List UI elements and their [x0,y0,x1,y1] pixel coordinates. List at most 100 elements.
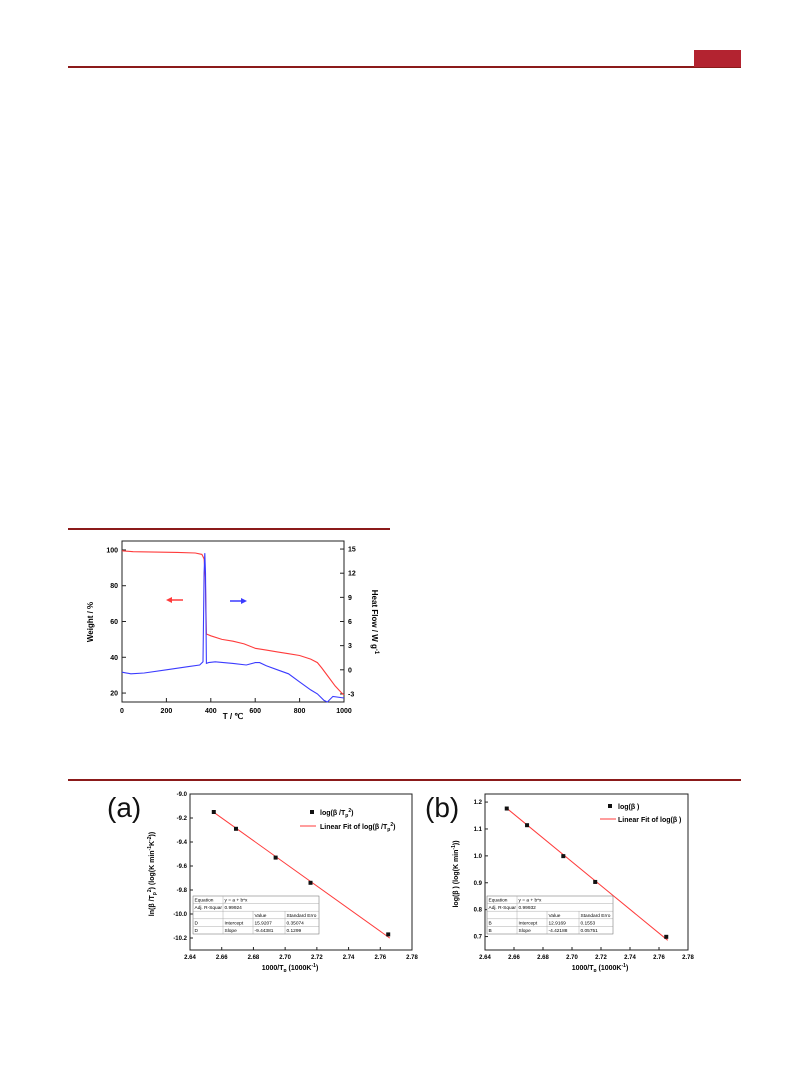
x-tick-label: 2.78 [406,955,418,961]
fit-table-cell: D [195,920,199,926]
fit-table-cell: y = a + b*x [519,898,543,904]
data-point [664,934,669,939]
tga-y-right-tick-label: 0 [348,667,352,674]
header-tab [694,50,741,67]
fit-line [211,810,391,939]
x-tick-label: 2.68 [537,955,549,961]
fit-table-cell: Slope [225,928,238,934]
y-tick-label: -9.4 [177,840,188,846]
legend-fit-b: Linear Fit of log(β ) [618,817,681,824]
x-tick-label: 2.72 [595,955,607,961]
kissinger-plot-a: 2.64 2.66 2.68 2.70 2.72 2.74 2.76 2.78 -9.0 -9.2… [147,792,418,972]
data-point [386,932,391,937]
fit-table-cell: Adj. R-Squar [195,905,223,911]
data-point [273,855,278,860]
fit-table-cell: -4.42188 [549,928,568,934]
tga-y-right-tick-label: 6 [348,619,352,626]
plot-a-legend: log(β /Tp2) Linear Fit of log(β /Tp2) [300,808,395,833]
header-rule [68,66,741,68]
fit-table-cell: Intercept [519,920,538,926]
heat-flow-curve [121,553,345,703]
y-tick-label: 0.7 [474,935,483,941]
fit-line [504,806,669,941]
panel-label-b: (b) [425,792,460,823]
y-tick-label: -9.6 [177,864,188,870]
tga-x-tick-label: 0 [120,708,124,715]
y-tick-label: 1.2 [474,800,483,806]
y-tick-label: -9.2 [177,816,188,822]
data-point [504,806,509,811]
tga-ticks: 0 200 400 600 800 1000 100 80 60 40 20 15 12 9 6 3 0 -3 [106,547,356,715]
fit-table-cell: 15.9207 [255,920,273,926]
tga-y-left-tick-label: 100 [106,547,118,554]
x-tick-label: 2.70 [279,955,291,961]
plot-a-marks [211,810,391,939]
plot-b-frame [484,793,689,951]
tga-y-right-tick-label: 9 [348,595,352,602]
y-tick-label: 0.8 [474,908,483,914]
y-tick-label: 1.1 [474,827,483,833]
tga-axes [121,540,345,703]
fit-table-cell: Equation [195,898,214,904]
tga-y-left-tick-label: 80 [110,583,118,590]
tga-y-right-tick-label: 15 [348,547,356,554]
legend-point-marker [608,804,612,808]
fit-table-cell: Equation [489,898,508,904]
fit-table-cell: B [489,928,492,934]
fit-table-cell: Standard Erro [581,913,611,919]
y-tick-label: -10.2 [173,936,187,942]
x-tick-label: 2.66 [216,955,228,961]
plot-b-ylabel: log(β ) (log(K min-1)) [451,840,460,907]
tga-y-right-tick-label: 12 [348,571,356,578]
fit-table-cell: 0.1299 [287,928,302,934]
data-point [593,879,598,884]
legend-point-marker [310,810,314,814]
tga-y-left-tick-label: 60 [110,619,118,626]
fit-table-cell: 0.99932 [519,905,537,911]
y-tick-label: -10.0 [173,912,187,918]
tga-x-tick-label: 400 [205,708,217,715]
plot-frame [189,793,413,951]
data-point [211,810,216,814]
weight-curve [121,550,345,696]
tga-y-left-tick-label: 20 [110,691,118,698]
tga-ylabel-left: Weight / % [86,602,95,642]
fit-table-cell: 0.1553 [581,920,596,926]
fit-table-cell: D [195,928,199,934]
x-tick-label: 2.76 [374,955,386,961]
plot-a-ylabel: ln(β /Tp2) (log(K min-1K-2)) [147,832,158,916]
plot-b-marks [504,806,669,941]
plot-frame [484,793,689,951]
x-tick-label: 2.76 [653,955,665,961]
fit-table-cell: Slope [519,928,532,934]
left-arrow-icon [166,597,183,603]
plot-a-xlabel: 1000/Tp (1000K-1) [262,963,319,972]
legend-points-b: log(β ) [618,804,639,811]
data-point [308,880,313,885]
plot-b-legend: log(β ) Linear Fit of log(β ) [600,804,681,824]
tga-xlabel: T / ℃ [223,712,244,721]
y-tick-label: 0.9 [474,881,483,887]
kissinger-plot-b: 2.64 2.66 2.68 2.70 2.72 2.74 2.76 2.78 1.2 1.1 1.… [451,793,694,972]
fit-table-bg [192,895,320,935]
data-point [525,823,530,828]
x-tick-label: 2.66 [508,955,520,961]
tga-ylabel-right: Heat Flow / W g-1 [370,590,379,655]
x-tick-label: 2.74 [624,955,636,961]
fit-table-cell: B [489,920,492,926]
x-tick-label: 2.74 [343,955,355,961]
fit-table-cell: Value [549,913,561,919]
legend-points-a: log(β /Tp2) [320,808,353,819]
fit-table-cell: Standard Erro [287,913,317,919]
y-tick-label: -9.8 [177,888,188,894]
fit-table-cell: y = a + b*x [225,898,249,904]
x-tick-label: 2.78 [682,955,694,961]
figure-top-rule [68,528,390,530]
plot-a-frame [189,793,413,951]
tga-y-right-tick-label: -3 [348,691,354,698]
fit-table-cell: 12.9169 [549,920,567,926]
data-point [561,854,566,859]
right-arrow-icon [230,598,247,604]
